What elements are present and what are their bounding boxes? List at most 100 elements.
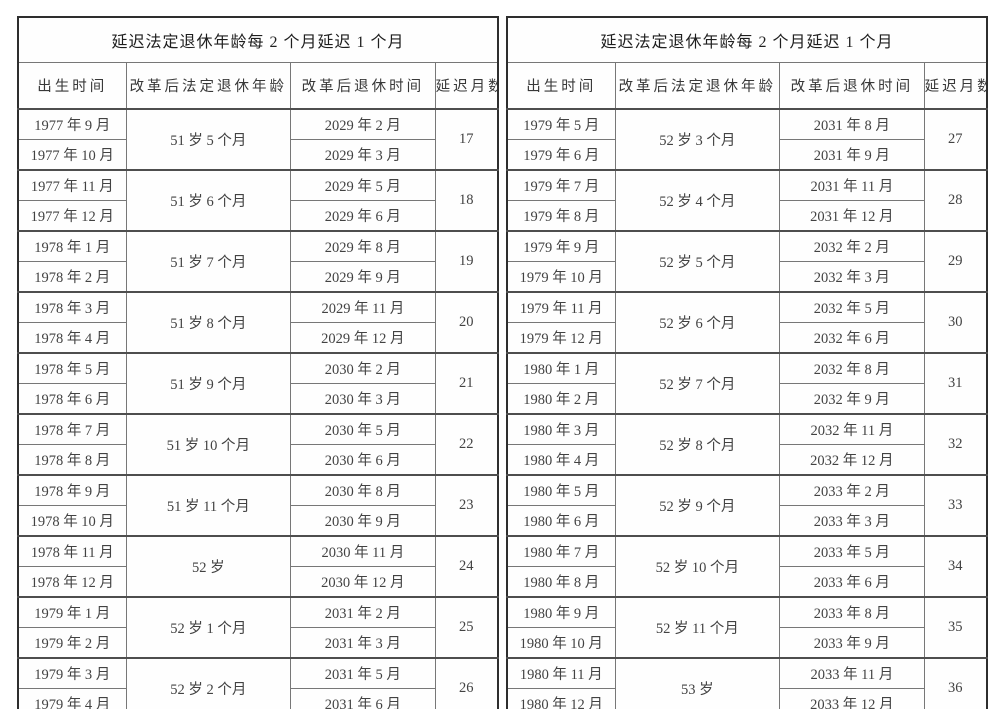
birth-month-cell: 1979 年 8 月	[506, 200, 616, 232]
retirement-date-cell: 2029 年 9 月	[290, 261, 436, 293]
table-row: 1978 年 9 月 51 岁 11 个月 2030 年 8 月 23	[17, 474, 499, 537]
column-header-statutory-age: 改革后法定退休年龄	[614, 62, 781, 110]
delay-months-cell: 31	[923, 352, 988, 415]
table-row: 1978 年 12 月 2030 年 12 月	[17, 566, 498, 598]
table-body: 1977 年 9 月 51 岁 5 个月 2029 年 2 月 17 1977 年 10…	[17, 108, 499, 709]
table-title-row: 延迟法定退休年龄每 2 个月延迟 1 个月	[17, 16, 499, 63]
table-row: 1978 年 3 月 51 岁 8 个月 2029 年 11 月 20	[17, 291, 499, 354]
retirement-date-cell: 2033 年 8 月	[779, 596, 925, 628]
birth-month-cell: 1979 年 2 月	[17, 627, 127, 659]
column-header-birth-time: 出生时间	[17, 62, 127, 110]
table-row: 1980 年 7 月 52 岁 10 个月 2033 年 5 月 34	[506, 535, 988, 598]
birth-month-cell: 1977 年 10 月	[17, 139, 127, 171]
retirement-age-cell: 51 岁 11 个月	[125, 474, 292, 537]
retirement-date-cell: 2033 年 6 月	[779, 566, 925, 598]
table-row: 1980 年 8 月 2033 年 6 月	[506, 566, 987, 598]
retirement-date-cell: 2031 年 11 月	[779, 169, 925, 201]
birth-month-cell: 1977 年 11 月	[17, 169, 127, 201]
retirement-date-cell: 2030 年 8 月	[290, 474, 436, 506]
retirement-age-cell: 52 岁	[125, 535, 292, 598]
retirement-date-cell: 2033 年 5 月	[779, 535, 925, 567]
birth-month-cell: 1979 年 12 月	[506, 322, 616, 354]
retirement-date-cell: 2032 年 9 月	[779, 383, 925, 415]
retirement-age-cell: 51 岁 9 个月	[125, 352, 292, 415]
retirement-date-cell: 2029 年 12 月	[290, 322, 436, 354]
table-row: 1978 年 10 月 2030 年 9 月	[17, 505, 498, 537]
birth-month-cell: 1980 年 11 月	[506, 657, 616, 689]
delay-months-cell: 36	[923, 657, 988, 709]
birth-month-cell: 1980 年 8 月	[506, 566, 616, 598]
retirement-date-cell: 2032 年 3 月	[779, 261, 925, 293]
retirement-age-cell: 52 岁 11 个月	[614, 596, 781, 659]
retirement-date-cell: 2029 年 2 月	[290, 108, 436, 140]
delay-months-cell: 33	[923, 474, 988, 537]
retirement-age-cell: 51 岁 6 个月	[125, 169, 292, 232]
retirement-age-cell: 51 岁 8 个月	[125, 291, 292, 354]
birth-month-cell: 1978 年 8 月	[17, 444, 127, 476]
retirement-age-cell: 51 岁 7 个月	[125, 230, 292, 293]
birth-month-cell: 1979 年 9 月	[506, 230, 616, 262]
birth-month-cell: 1979 年 1 月	[17, 596, 127, 628]
retirement-age-cell: 52 岁 5 个月	[614, 230, 781, 293]
retirement-date-cell: 2033 年 12 月	[779, 688, 925, 709]
retirement-date-cell: 2030 年 11 月	[290, 535, 436, 567]
table-row: 1980 年 6 月 2033 年 3 月	[506, 505, 987, 537]
birth-month-cell: 1979 年 7 月	[506, 169, 616, 201]
birth-month-cell: 1978 年 2 月	[17, 261, 127, 293]
retirement-table-right: 延迟法定退休年龄每 2 个月延迟 1 个月 出生时间 改革后法定退休年龄 改革后…	[506, 16, 988, 709]
birth-month-cell: 1980 年 7 月	[506, 535, 616, 567]
retirement-date-cell: 2032 年 11 月	[779, 413, 925, 445]
birth-month-cell: 1980 年 6 月	[506, 505, 616, 537]
table-row: 1980 年 5 月 52 岁 9 个月 2033 年 2 月 33	[506, 474, 988, 537]
table-row: 1979 年 2 月 2031 年 3 月	[17, 627, 498, 659]
birth-month-cell: 1980 年 1 月	[506, 352, 616, 384]
retirement-date-cell: 2029 年 11 月	[290, 291, 436, 323]
birth-month-cell: 1978 年 10 月	[17, 505, 127, 537]
delay-months-cell: 23	[434, 474, 499, 537]
retirement-age-cell: 52 岁 8 个月	[614, 413, 781, 476]
retirement-date-cell: 2032 年 6 月	[779, 322, 925, 354]
retirement-date-cell: 2031 年 5 月	[290, 657, 436, 689]
birth-month-cell: 1980 年 10 月	[506, 627, 616, 659]
column-header-birth-time: 出生时间	[506, 62, 616, 110]
retirement-date-cell: 2029 年 5 月	[290, 169, 436, 201]
retirement-age-cell: 52 岁 4 个月	[614, 169, 781, 232]
retirement-age-cell: 51 岁 5 个月	[125, 108, 292, 171]
table-row: 1978 年 8 月 2030 年 6 月	[17, 444, 498, 476]
birth-month-cell: 1979 年 11 月	[506, 291, 616, 323]
birth-month-cell: 1978 年 6 月	[17, 383, 127, 415]
delay-months-cell: 28	[923, 169, 988, 232]
retirement-age-cell: 52 岁 3 个月	[614, 108, 781, 171]
table-row: 1979 年 8 月 2031 年 12 月	[506, 200, 987, 232]
table-row: 1980 年 1 月 52 岁 7 个月 2032 年 8 月 31	[506, 352, 988, 415]
birth-month-cell: 1978 年 3 月	[17, 291, 127, 323]
retirement-date-cell: 2031 年 6 月	[290, 688, 436, 709]
birth-month-cell: 1980 年 5 月	[506, 474, 616, 506]
delay-months-cell: 20	[434, 291, 499, 354]
retirement-date-cell: 2029 年 8 月	[290, 230, 436, 262]
retirement-date-cell: 2030 年 9 月	[290, 505, 436, 537]
birth-month-cell: 1978 年 12 月	[17, 566, 127, 598]
retirement-date-cell: 2030 年 12 月	[290, 566, 436, 598]
birth-month-cell: 1977 年 9 月	[17, 108, 127, 140]
retirement-date-cell: 2032 年 8 月	[779, 352, 925, 384]
retirement-date-cell: 2033 年 3 月	[779, 505, 925, 537]
table-title: 延迟法定退休年龄每 2 个月延迟 1 个月	[506, 16, 988, 63]
retirement-date-cell: 2030 年 5 月	[290, 413, 436, 445]
delay-months-cell: 18	[434, 169, 499, 232]
retirement-age-cell: 51 岁 10 个月	[125, 413, 292, 476]
retirement-age-cell: 52 岁 1 个月	[125, 596, 292, 659]
retirement-tables-container: 延迟法定退休年龄每 2 个月延迟 1 个月 出生时间 改革后法定退休年龄 改革后…	[17, 16, 988, 709]
retirement-date-cell: 2032 年 12 月	[779, 444, 925, 476]
birth-month-cell: 1979 年 10 月	[506, 261, 616, 293]
delay-months-cell: 17	[434, 108, 499, 171]
retirement-date-cell: 2033 年 9 月	[779, 627, 925, 659]
table-row: 1979 年 1 月 52 岁 1 个月 2031 年 2 月 25	[17, 596, 499, 659]
retirement-age-cell: 52 岁 7 个月	[614, 352, 781, 415]
table-row: 1979 年 12 月 2032 年 6 月	[506, 322, 987, 354]
delay-months-cell: 29	[923, 230, 988, 293]
birth-month-cell: 1980 年 3 月	[506, 413, 616, 445]
delay-months-cell: 27	[923, 108, 988, 171]
birth-month-cell: 1980 年 12 月	[506, 688, 616, 709]
